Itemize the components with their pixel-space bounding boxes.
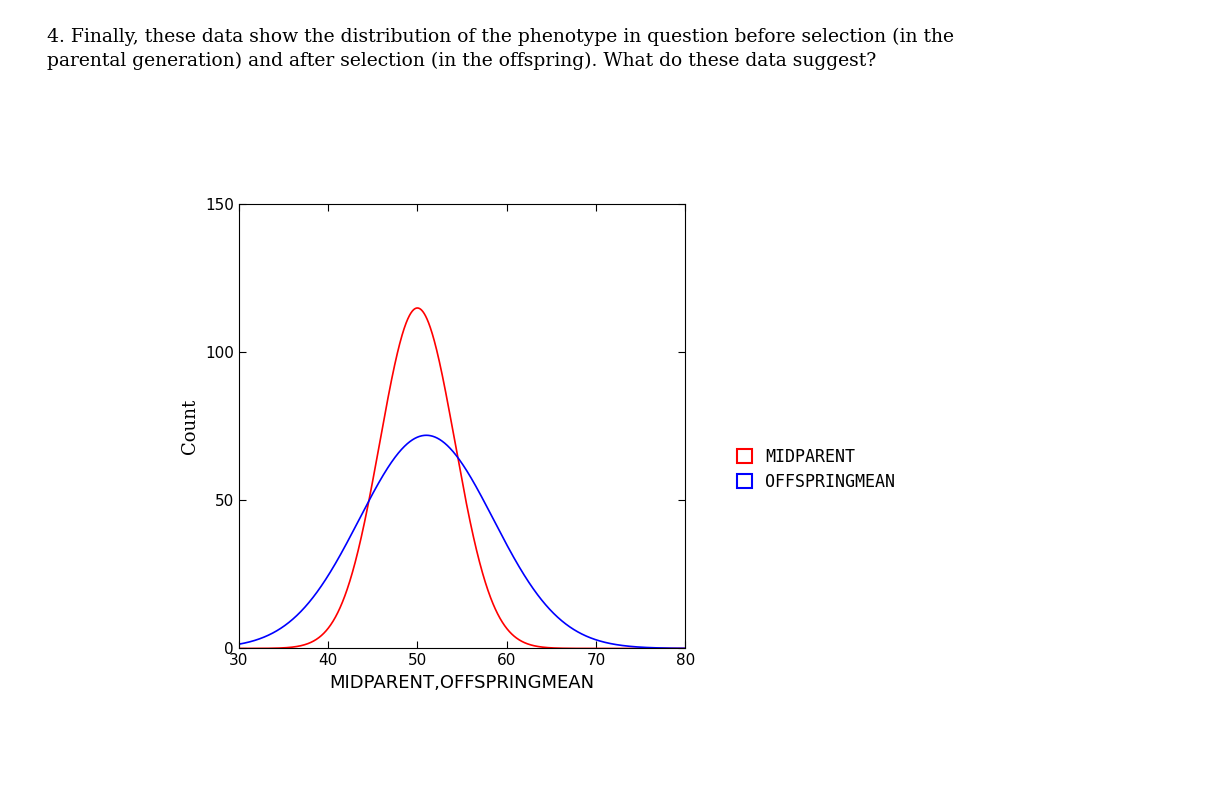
Text: 4. Finally, these data show the distribution of the phenotype in question before: 4. Finally, these data show the distribu… [47,28,953,70]
Legend: MIDPARENT, OFFSPRINGMEAN: MIDPARENT, OFFSPRINGMEAN [737,448,895,490]
Y-axis label: Count: Count [181,399,200,454]
X-axis label: MIDPARENT,OFFSPRINGMEAN: MIDPARENT,OFFSPRINGMEAN [329,674,595,692]
